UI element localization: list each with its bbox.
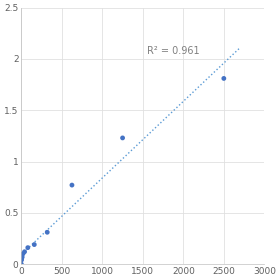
Point: [20, 256, 24, 260]
Point: [70, 183, 74, 187]
Point: [19, 262, 24, 266]
Point: [20, 255, 24, 259]
Point: [32, 242, 36, 247]
Point: [25, 245, 30, 250]
Text: R² = 0.961: R² = 0.961: [147, 46, 200, 56]
Point: [221, 76, 226, 81]
Point: [19, 258, 24, 262]
Point: [22, 249, 27, 254]
Point: [21, 251, 25, 256]
Point: [45, 230, 50, 235]
Point: [120, 136, 125, 140]
